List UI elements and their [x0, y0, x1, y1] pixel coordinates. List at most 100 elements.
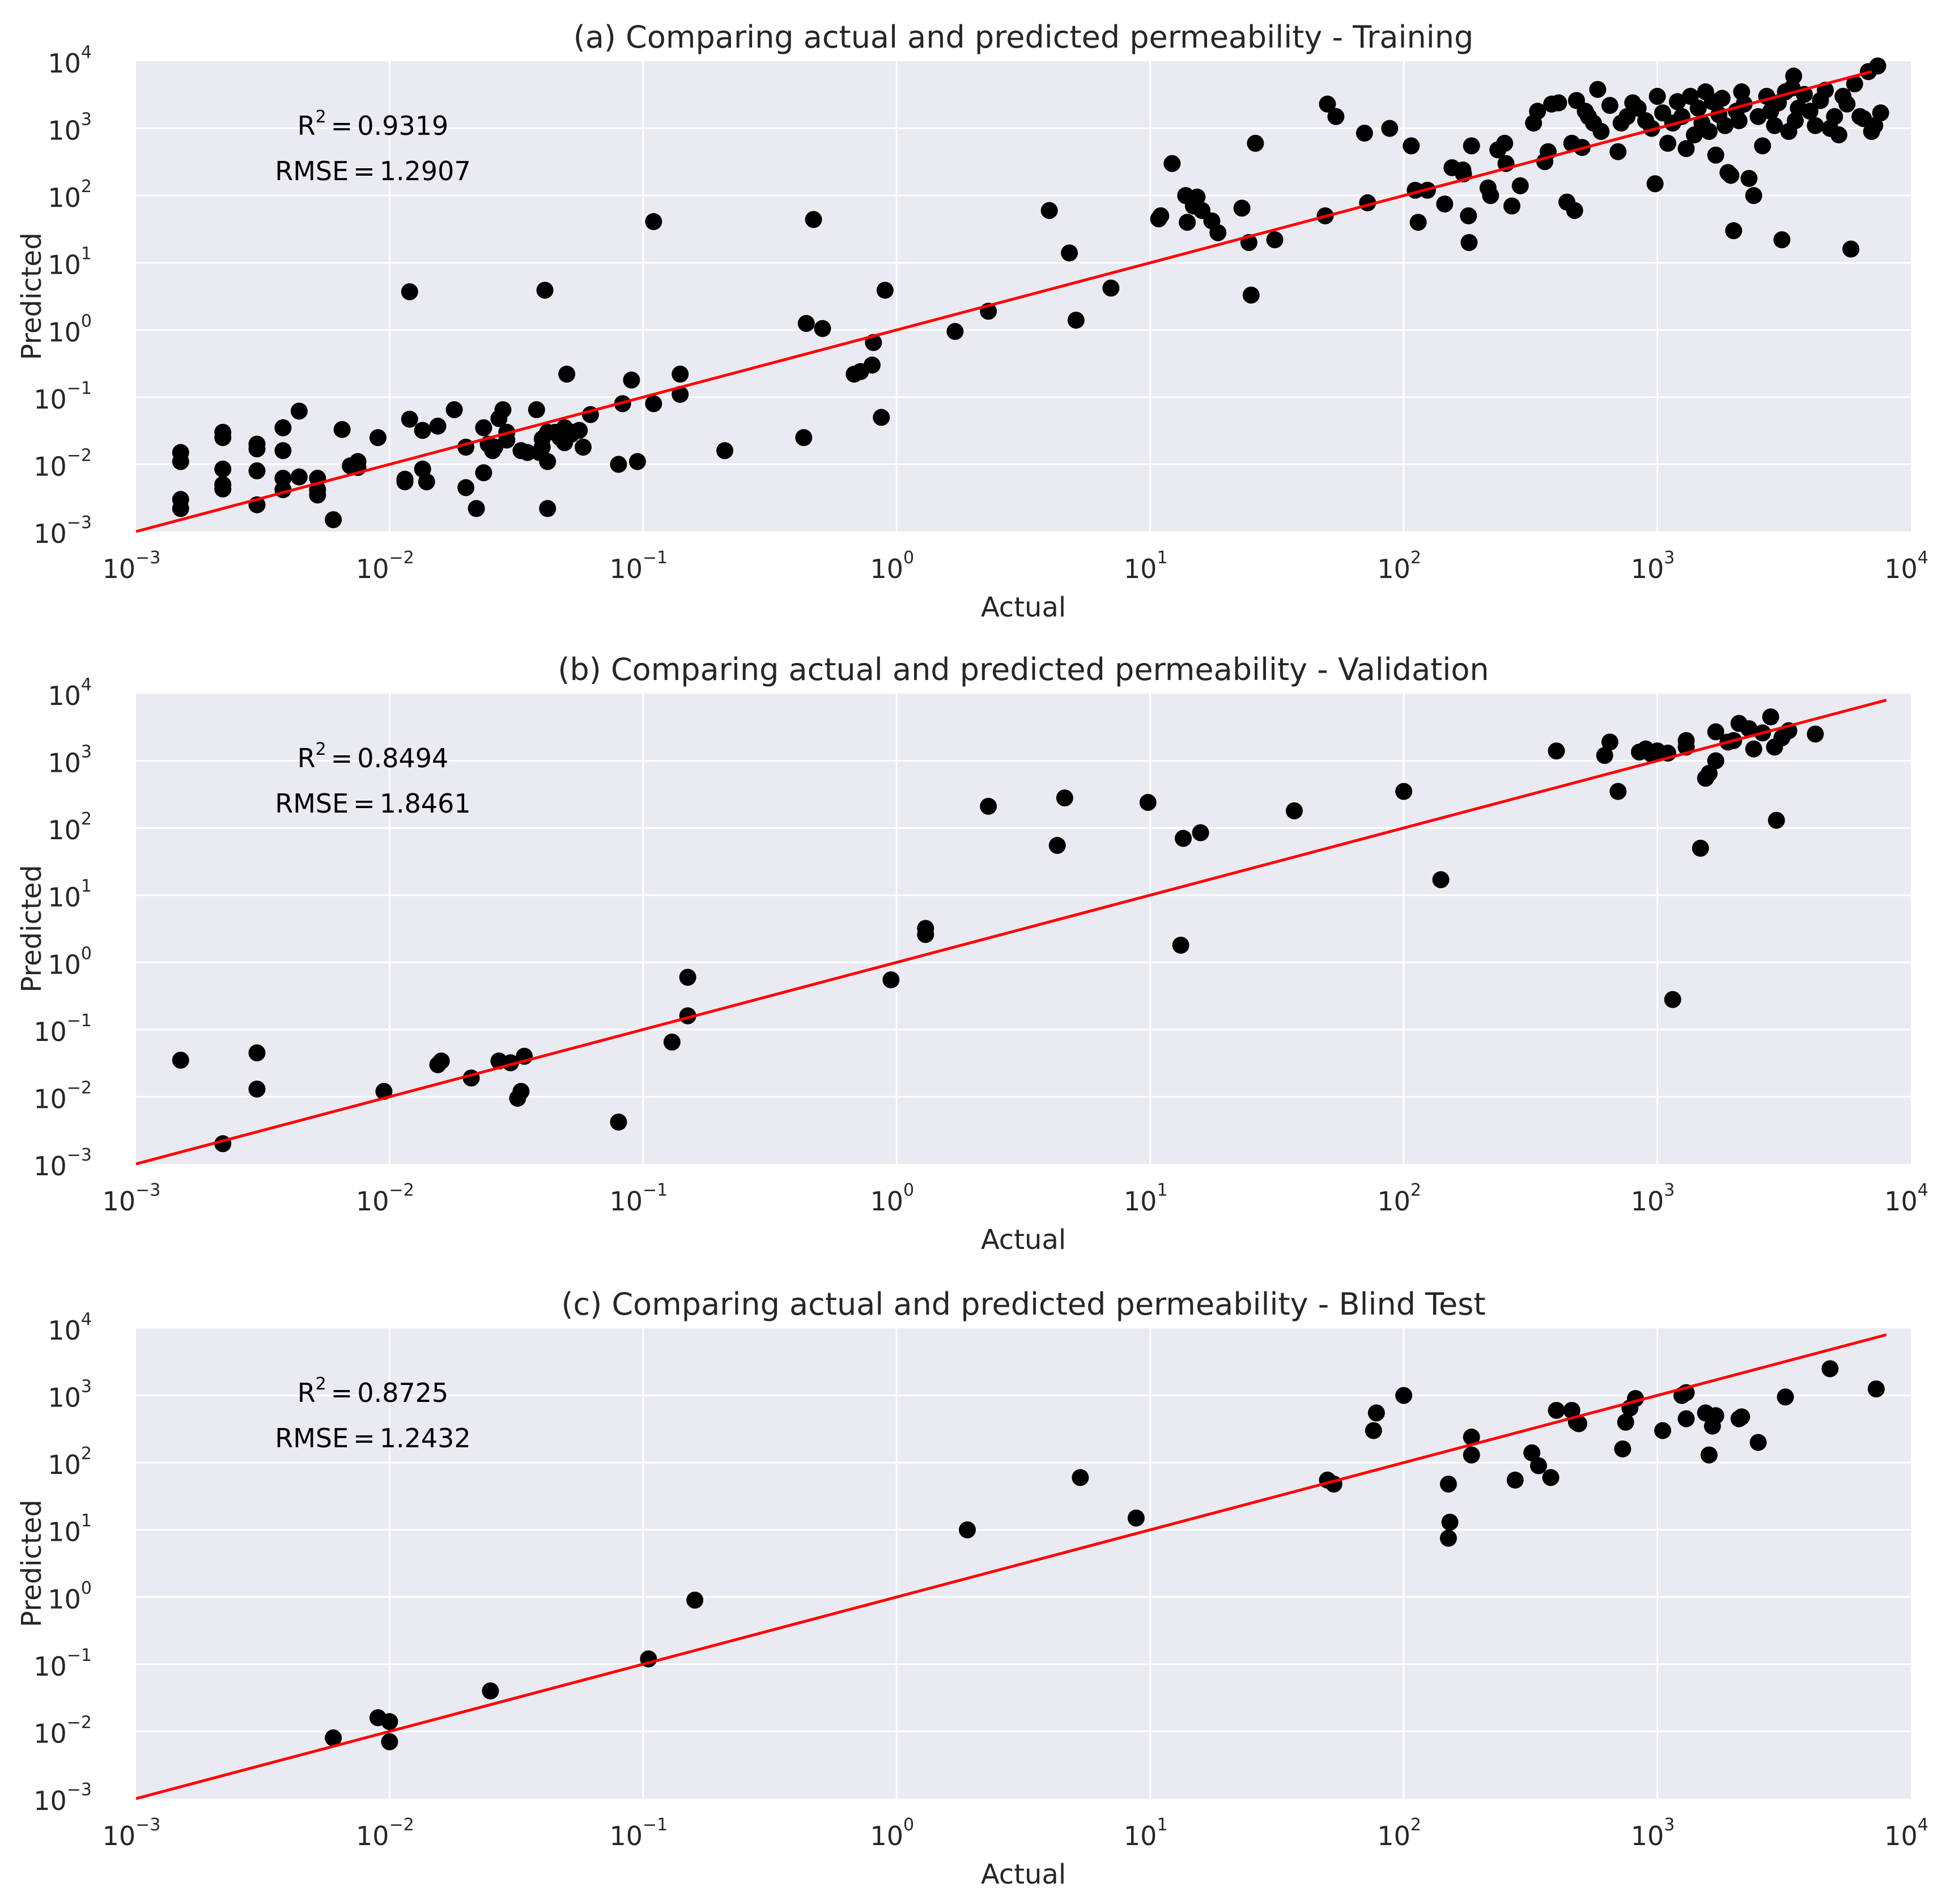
data-point: [248, 462, 266, 479]
data-point: [1707, 1407, 1724, 1425]
r-squared-label: R2 = 0.8494: [298, 740, 449, 774]
data-point: [172, 500, 189, 517]
data-point: [628, 453, 646, 470]
fit-line: [135, 1333, 1887, 1800]
data-point: [1233, 199, 1251, 217]
data-point: [1614, 1440, 1631, 1457]
data-point: [1601, 96, 1618, 114]
chart-title: (b) Comparing actual and predicted perme…: [558, 652, 1489, 687]
y-tick-label: 10−2: [33, 1078, 92, 1114]
data-point: [1496, 134, 1514, 152]
data-point: [1777, 1388, 1794, 1406]
data-point: [1188, 188, 1206, 206]
data-point: [1566, 202, 1583, 219]
data-point: [1441, 1514, 1459, 1531]
data-point: [1648, 87, 1666, 105]
data-point: [519, 444, 536, 461]
data-point: [1821, 1360, 1839, 1378]
y-tick-label: 10−2: [33, 1712, 92, 1749]
data-point: [1139, 794, 1157, 811]
data-point: [1319, 95, 1336, 113]
data-point: [1242, 286, 1260, 304]
y-tick-label: 101: [48, 877, 92, 913]
x-tick-label: 102: [1377, 1815, 1421, 1851]
chart-panel-1: 10−3 10−3 10−2 10−2 10−1 10−1 100 100 101 101 102 1…: [16, 652, 1928, 1256]
data-point: [1072, 1469, 1089, 1486]
data-point: [1403, 137, 1420, 155]
data-point: [1700, 1446, 1718, 1464]
data-point: [1529, 1457, 1547, 1474]
data-point: [248, 440, 266, 458]
data-point: [309, 486, 326, 504]
data-point: [1838, 95, 1856, 113]
data-point: [369, 429, 386, 447]
x-axis-label: Actual: [981, 1224, 1066, 1256]
data-point: [290, 468, 308, 486]
data-point: [1725, 222, 1743, 240]
data-point: [1869, 57, 1886, 75]
data-point: [645, 213, 662, 231]
data-point: [623, 371, 640, 389]
data-point: [1722, 167, 1740, 184]
x-axis-label: Actual: [981, 592, 1066, 623]
data-point: [1152, 207, 1170, 224]
y-tick-label: 101: [48, 1511, 92, 1548]
data-point: [1872, 104, 1889, 122]
data-point: [172, 444, 189, 461]
data-point: [1511, 177, 1529, 194]
data-point: [1056, 789, 1073, 807]
data-point: [457, 479, 475, 496]
y-tick-label: 10−3: [33, 1780, 92, 1816]
data-point: [1730, 112, 1748, 130]
data-point: [512, 1083, 530, 1100]
y-tick-label: 103: [48, 110, 92, 146]
data-point: [1807, 725, 1824, 743]
data-point: [325, 511, 342, 529]
data-point: [1609, 143, 1627, 160]
data-point: [1700, 122, 1718, 140]
y-tick-label: 103: [48, 742, 92, 779]
fit-line: [135, 70, 1872, 533]
x-tick-label: 103: [1631, 1180, 1675, 1217]
data-point: [401, 283, 418, 300]
data-point: [1826, 108, 1843, 125]
chart-panel-0: 10−3 10−3 10−2 10−2 10−1 10−1 100 100 101 101 102 1…: [16, 19, 1928, 623]
data-point: [795, 429, 813, 447]
data-point: [1766, 117, 1783, 134]
chart-panel-2: 10−3 10−3 10−2 10−2 10−1 10−1 100 100 101 101 102 1…: [16, 1286, 1928, 1890]
data-point: [1175, 830, 1192, 847]
y-tick-label: 102: [48, 1444, 92, 1480]
data-point: [482, 1682, 499, 1700]
fit-line: [135, 699, 1887, 1166]
y-tick-label: 100: [48, 311, 92, 347]
y-tick-label: 10−1: [33, 1011, 92, 1047]
data-point: [805, 211, 822, 228]
chart-title: (c) Comparing actual and predicted perme…: [561, 1286, 1485, 1322]
data-point: [1192, 824, 1209, 842]
data-point: [1463, 1446, 1480, 1464]
data-point: [1707, 723, 1724, 741]
y-tick-label: 103: [48, 1377, 92, 1413]
x-tick-label: 101: [1124, 1815, 1168, 1851]
data-point: [863, 356, 881, 374]
data-point: [248, 1044, 266, 1061]
data-point: [610, 1114, 627, 1131]
data-point: [1846, 75, 1863, 92]
data-point: [1395, 1387, 1413, 1404]
data-point: [1867, 1380, 1885, 1398]
data-point: [1740, 720, 1758, 737]
r-squared-label: R2 = 0.9319: [298, 107, 449, 141]
data-point: [1740, 169, 1758, 187]
data-point: [1807, 117, 1824, 134]
data-point: [1548, 1401, 1565, 1419]
data-point: [1749, 1434, 1767, 1451]
data-point: [1570, 1415, 1587, 1433]
data-point: [475, 464, 492, 482]
data-point: [381, 1713, 398, 1731]
chart-title: (a) Comparing actual and predicted perme…: [573, 19, 1473, 55]
x-axis-label: Actual: [981, 1859, 1066, 1890]
data-point: [1596, 747, 1613, 764]
data-point: [1460, 207, 1477, 224]
data-point: [1179, 214, 1196, 231]
